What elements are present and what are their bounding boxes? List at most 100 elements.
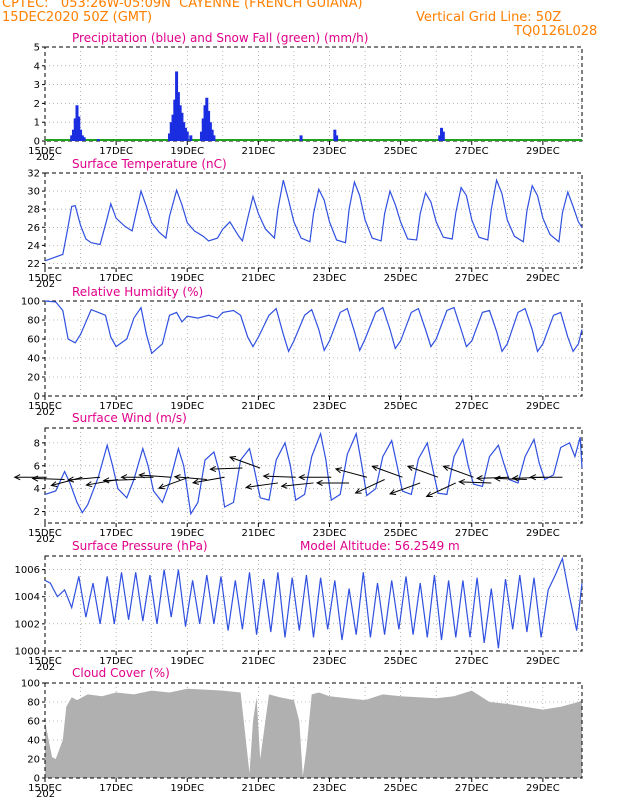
y-tick-label: 2: [34, 99, 40, 110]
precip-bar: [171, 114, 175, 141]
x-tick-label: 27DEC: [455, 656, 489, 667]
y-tick-label: 1000: [15, 647, 40, 658]
precip-bar: [207, 110, 211, 141]
wind-vector-head: [209, 465, 217, 473]
wind-vector-head: [13, 474, 21, 481]
cloud-cover-area: [45, 688, 582, 778]
y-tick-label: 0: [34, 392, 40, 403]
precip-bar: [205, 97, 209, 141]
wind-vector-shaft: [443, 465, 474, 478]
wind-vector-head: [406, 465, 414, 471]
wind-vector-shaft: [335, 468, 367, 478]
y-tick-label: 1006: [15, 565, 40, 576]
x-year-fragment: 202: [36, 407, 55, 418]
wind-vector-shaft: [407, 465, 439, 478]
wind-vector-shaft: [158, 476, 190, 489]
pressure-title: Surface Pressure (hPa): [72, 539, 208, 553]
wind-vector-shaft: [32, 477, 65, 481]
y-tick-label: 26: [27, 223, 40, 234]
x-tick-label: 17DEC: [99, 273, 133, 284]
x-tick-label: 15DEC: [28, 273, 62, 284]
y-tick-label: 1: [34, 118, 40, 129]
wind-vector-shaft: [139, 474, 172, 478]
wind-vector-head: [334, 467, 342, 474]
x-tick-label: 25DEC: [384, 528, 418, 539]
wind-vector-head: [191, 478, 200, 485]
wind-vector-head: [529, 474, 537, 481]
wind-vector-head: [493, 475, 501, 482]
x-tick-label: 27DEC: [455, 783, 489, 794]
y-tick-label: 5: [34, 43, 40, 54]
precip-bar: [201, 118, 205, 141]
x-tick-label: 23DEC: [313, 528, 347, 539]
precip-bar: [178, 105, 182, 141]
wind-vector-shaft: [281, 482, 314, 487]
x-tick-label: 21DEC: [242, 146, 276, 157]
x-tick-label: 17DEC: [99, 401, 133, 412]
x-tick-label: 17DEC: [99, 656, 133, 667]
precip-bar: [77, 116, 81, 141]
x-tick-label: 15DEC: [28, 528, 62, 539]
y-tick-label: 28: [27, 205, 40, 216]
x-tick-label: 15DEC: [28, 656, 62, 667]
panel-frame: [44, 427, 583, 524]
y-tick-label: 24: [27, 241, 40, 252]
header-line1: CPTEC: 053:26W-05:09N CAYENNE (FRENCH GU…: [2, 0, 363, 11]
wind-vector-head: [229, 456, 237, 462]
x-tick-label: 27DEC: [455, 146, 489, 157]
wind-vector-shaft: [103, 479, 136, 482]
y-tick-label: 0: [34, 137, 40, 148]
wind-vector-shaft: [355, 479, 385, 494]
panel-frame: [44, 46, 583, 142]
panel-frame: [44, 555, 583, 652]
wind-vector-head: [67, 476, 75, 483]
precip-bar: [79, 129, 83, 141]
x-year-fragment: 202: [36, 534, 55, 545]
x-tick-label: 25DEC: [384, 401, 418, 412]
y-tick-label: 6: [34, 461, 40, 472]
x-tick-label: 15DEC: [28, 146, 62, 157]
wind-vector-head: [315, 479, 323, 486]
y-tick-label: 22: [27, 259, 40, 270]
x-tick-label: 27DEC: [455, 528, 489, 539]
y-tick-label: 80: [27, 316, 40, 327]
y-tick-label: 20: [27, 755, 40, 766]
x-tick-label: 23DEC: [313, 273, 347, 284]
precip-bar: [203, 105, 207, 141]
x-year-fragment: 202: [36, 152, 55, 163]
precip-bar: [299, 135, 303, 141]
precip-bar: [440, 127, 444, 141]
x-tick-label: 29DEC: [526, 146, 560, 157]
wind-vector-head: [354, 488, 362, 494]
temp-title: Surface Temperature (nC): [72, 157, 227, 171]
header-grid-note: Vertical Grid Line: 50Z: [416, 10, 562, 25]
precip-bar: [208, 122, 212, 141]
wind-vector-head: [245, 483, 253, 490]
wind-vector-shaft: [210, 467, 243, 470]
wind-vector-shaft: [372, 465, 403, 478]
wind-vector-head: [371, 465, 379, 471]
x-tick-label: 23DEC: [313, 146, 347, 157]
x-tick-label: 15DEC: [28, 401, 62, 412]
wind-vector-shaft: [192, 476, 225, 484]
y-tick-label: 1002: [15, 619, 40, 630]
x-tick-label: 19DEC: [170, 273, 204, 284]
precip-bar: [333, 129, 337, 141]
precip-bar: [438, 135, 442, 141]
y-tick-label: 100: [21, 679, 40, 690]
y-tick-label: 8: [34, 438, 40, 449]
wind-vector-shaft: [477, 476, 510, 479]
x-tick-label: 25DEC: [384, 656, 418, 667]
precip-bar: [199, 131, 203, 141]
x-tick-label: 25DEC: [384, 783, 418, 794]
wind-vector-head: [475, 475, 483, 482]
panel-frame: [44, 172, 583, 269]
pressure-series-line: [44, 556, 583, 649]
model-altitude-note: Model Altitude: 56.2549 m: [300, 539, 460, 553]
y-tick-label: 80: [27, 698, 40, 709]
precip-bar: [82, 137, 86, 141]
wind-vector-shaft: [174, 476, 207, 481]
x-tick-label: 21DEC: [242, 401, 276, 412]
wind-vector-shaft: [229, 456, 261, 469]
